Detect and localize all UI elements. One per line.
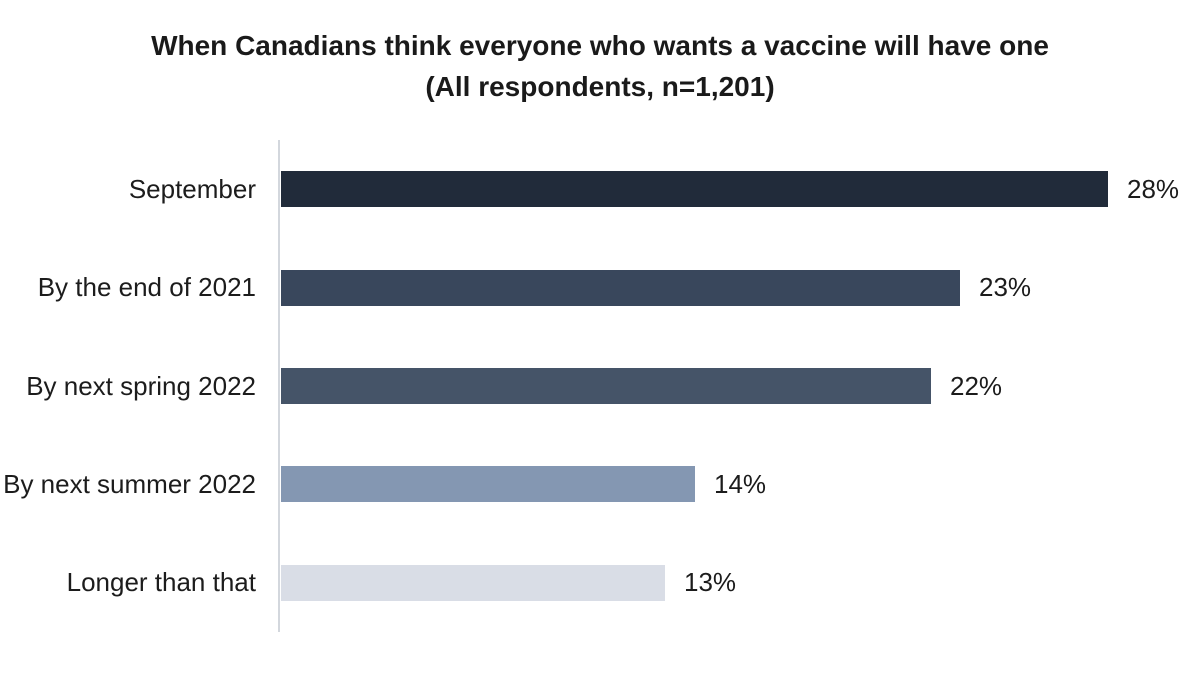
- bar: [281, 171, 1108, 208]
- bar-rows: September 28% By the end of 2021 23% By …: [0, 140, 1200, 632]
- category-label: By the end of 2021: [37, 272, 256, 303]
- category-axis-line: [278, 140, 280, 632]
- category-label: September: [128, 173, 256, 204]
- bar-row: By next summer 2022 14%: [0, 435, 1200, 533]
- category-label: Longer than that: [66, 567, 256, 598]
- value-label: 13%: [684, 567, 737, 598]
- value-label: 14%: [714, 468, 767, 499]
- value-label: 22%: [950, 370, 1003, 401]
- bar: [281, 564, 665, 601]
- bar-row: By the end of 2021 23%: [0, 238, 1200, 336]
- category-label: By next spring 2022: [26, 370, 256, 401]
- chart-title-line-2: (All respondents, n=1,201): [425, 71, 775, 102]
- bar-row: Longer than that 13%: [0, 534, 1200, 632]
- plot-area: September 28% By the end of 2021 23% By …: [0, 140, 1200, 632]
- value-label: 23%: [979, 272, 1032, 303]
- chart-title: When Canadians think everyone who wants …: [0, 25, 1200, 107]
- bar: [281, 269, 960, 306]
- bar-row: By next spring 2022 22%: [0, 337, 1200, 435]
- bar: [281, 368, 931, 405]
- bar-row: September 28%: [0, 140, 1200, 238]
- chart-title-line-1: When Canadians think everyone who wants …: [151, 30, 1049, 61]
- value-label: 28%: [1127, 173, 1180, 204]
- category-label: By next summer 2022: [3, 468, 256, 499]
- bar: [281, 466, 695, 503]
